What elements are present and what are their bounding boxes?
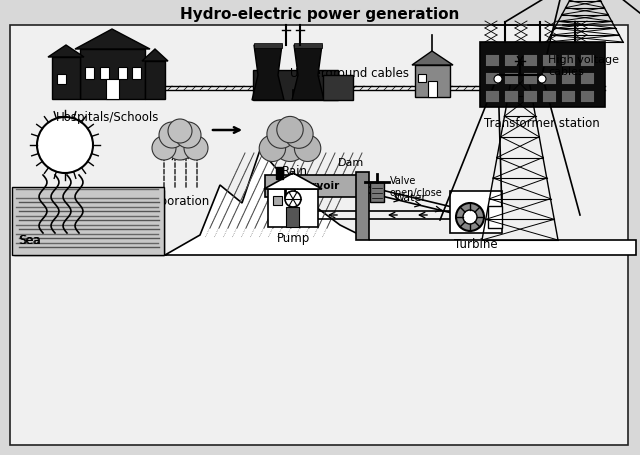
FancyBboxPatch shape bbox=[418, 74, 426, 82]
Polygon shape bbox=[323, 75, 353, 100]
FancyBboxPatch shape bbox=[504, 90, 518, 102]
Text: Turbine: Turbine bbox=[454, 238, 498, 251]
FancyBboxPatch shape bbox=[580, 72, 594, 84]
Text: Water: Water bbox=[394, 193, 426, 203]
Polygon shape bbox=[252, 45, 284, 100]
Text: Hydro-electric power generation: Hydro-electric power generation bbox=[180, 7, 460, 22]
Polygon shape bbox=[48, 45, 84, 57]
Text: Valve
open/close: Valve open/close bbox=[390, 176, 443, 198]
FancyBboxPatch shape bbox=[268, 189, 318, 227]
Polygon shape bbox=[145, 61, 165, 99]
FancyBboxPatch shape bbox=[106, 79, 119, 99]
Polygon shape bbox=[480, 42, 605, 107]
Polygon shape bbox=[356, 172, 369, 240]
FancyBboxPatch shape bbox=[523, 54, 537, 66]
Circle shape bbox=[159, 122, 185, 148]
Circle shape bbox=[267, 120, 296, 148]
FancyBboxPatch shape bbox=[428, 81, 437, 97]
Text: Sea: Sea bbox=[19, 234, 41, 247]
Polygon shape bbox=[75, 29, 150, 49]
Circle shape bbox=[494, 75, 502, 83]
Circle shape bbox=[285, 120, 313, 148]
Circle shape bbox=[285, 191, 301, 207]
FancyBboxPatch shape bbox=[14, 190, 164, 255]
FancyBboxPatch shape bbox=[10, 25, 628, 445]
Circle shape bbox=[463, 210, 477, 224]
Polygon shape bbox=[80, 49, 145, 99]
Text: High voltage
cables: High voltage cables bbox=[548, 55, 619, 76]
Circle shape bbox=[294, 135, 321, 162]
Text: Sea: Sea bbox=[18, 234, 40, 247]
Text: Reservoir: Reservoir bbox=[283, 181, 339, 191]
FancyBboxPatch shape bbox=[561, 54, 575, 66]
Circle shape bbox=[152, 136, 176, 160]
FancyBboxPatch shape bbox=[580, 54, 594, 66]
FancyBboxPatch shape bbox=[254, 43, 282, 48]
FancyBboxPatch shape bbox=[450, 191, 502, 233]
Circle shape bbox=[184, 136, 208, 160]
Polygon shape bbox=[415, 65, 450, 97]
Text: Pump: Pump bbox=[276, 232, 310, 245]
Polygon shape bbox=[412, 51, 453, 65]
FancyBboxPatch shape bbox=[561, 90, 575, 102]
FancyBboxPatch shape bbox=[485, 72, 499, 84]
FancyBboxPatch shape bbox=[85, 67, 94, 79]
FancyBboxPatch shape bbox=[370, 182, 384, 202]
FancyBboxPatch shape bbox=[273, 196, 282, 205]
Circle shape bbox=[168, 119, 192, 143]
FancyBboxPatch shape bbox=[132, 67, 141, 79]
Polygon shape bbox=[142, 49, 168, 61]
FancyBboxPatch shape bbox=[523, 90, 537, 102]
Polygon shape bbox=[52, 57, 80, 99]
Polygon shape bbox=[264, 173, 322, 189]
Text: Dam: Dam bbox=[338, 158, 364, 168]
FancyBboxPatch shape bbox=[542, 54, 556, 66]
FancyBboxPatch shape bbox=[488, 206, 502, 228]
FancyBboxPatch shape bbox=[57, 74, 66, 84]
FancyBboxPatch shape bbox=[485, 54, 499, 66]
FancyBboxPatch shape bbox=[504, 54, 518, 66]
Circle shape bbox=[259, 135, 285, 162]
FancyBboxPatch shape bbox=[276, 167, 283, 179]
FancyBboxPatch shape bbox=[265, 175, 357, 197]
Circle shape bbox=[273, 128, 307, 162]
Text: Transformer station: Transformer station bbox=[484, 117, 600, 130]
Polygon shape bbox=[292, 45, 324, 100]
Circle shape bbox=[175, 122, 201, 148]
Text: Hospitals/Schools: Hospitals/Schools bbox=[56, 111, 160, 124]
Polygon shape bbox=[12, 150, 636, 255]
Circle shape bbox=[538, 75, 546, 83]
Circle shape bbox=[456, 203, 484, 231]
Text: Rain: Rain bbox=[282, 165, 308, 178]
Circle shape bbox=[165, 130, 195, 160]
Circle shape bbox=[37, 117, 93, 173]
FancyBboxPatch shape bbox=[118, 67, 127, 79]
FancyBboxPatch shape bbox=[485, 90, 499, 102]
FancyBboxPatch shape bbox=[542, 90, 556, 102]
FancyBboxPatch shape bbox=[286, 207, 299, 227]
FancyBboxPatch shape bbox=[561, 72, 575, 84]
FancyBboxPatch shape bbox=[294, 43, 322, 48]
FancyBboxPatch shape bbox=[12, 187, 164, 255]
FancyBboxPatch shape bbox=[100, 67, 109, 79]
FancyBboxPatch shape bbox=[580, 90, 594, 102]
Polygon shape bbox=[253, 70, 338, 100]
Circle shape bbox=[277, 116, 303, 143]
Text: Evaporation: Evaporation bbox=[140, 195, 211, 208]
FancyBboxPatch shape bbox=[504, 72, 518, 84]
FancyBboxPatch shape bbox=[542, 72, 556, 84]
Text: Underground cables: Underground cables bbox=[291, 67, 410, 80]
FancyBboxPatch shape bbox=[523, 72, 537, 84]
